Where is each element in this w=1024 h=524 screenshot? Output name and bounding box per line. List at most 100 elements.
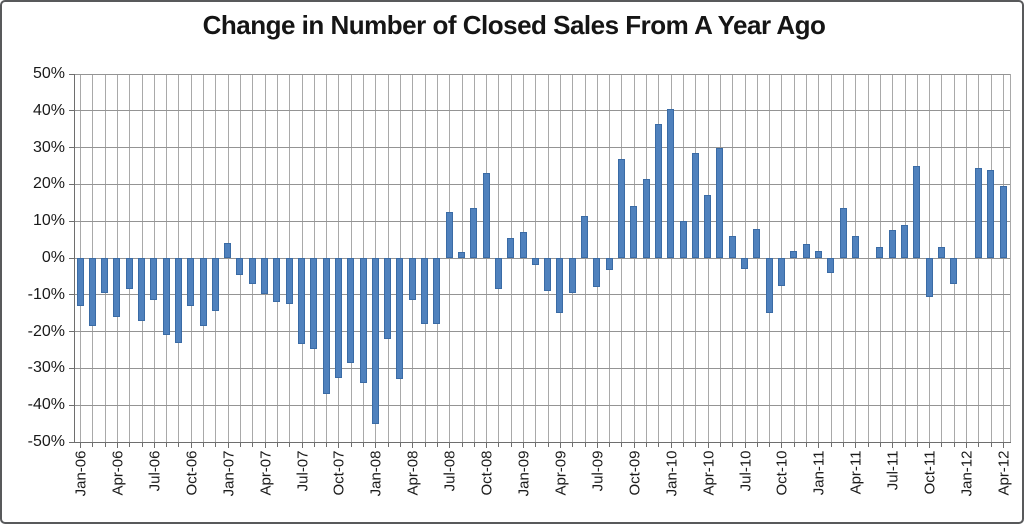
x-axis-tick xyxy=(252,443,254,447)
x-axis-tick xyxy=(399,443,401,447)
x-axis-tick xyxy=(80,443,81,448)
bar xyxy=(950,258,958,284)
bar xyxy=(642,178,650,258)
bar xyxy=(876,246,884,258)
x-axis-tick xyxy=(732,443,734,447)
bar xyxy=(814,250,822,258)
x-tick-label: Apr-09 xyxy=(552,450,570,496)
y-axis-line xyxy=(74,74,75,442)
chart-title: Change in Number of Closed Sales From A … xyxy=(202,10,826,40)
x-tick-label: Apr-11 xyxy=(847,450,865,495)
bar xyxy=(654,123,662,258)
x-tick-label: Apr-08 xyxy=(404,450,422,496)
x-axis-tick xyxy=(153,443,155,448)
bar xyxy=(101,258,109,293)
x-tick-label: Jan-09 xyxy=(515,450,533,497)
bar xyxy=(777,258,785,286)
bar xyxy=(987,169,995,258)
bar xyxy=(113,258,121,317)
bar xyxy=(519,232,527,258)
x-tick-label: Oct-09 xyxy=(626,450,644,496)
x-axis-tick xyxy=(1003,443,1004,448)
x-axis-tick xyxy=(830,443,832,447)
x-axis-tick xyxy=(289,443,291,447)
x-axis-tick xyxy=(350,443,352,447)
bar xyxy=(802,244,810,258)
x-tick-label: Jul-08 xyxy=(441,450,459,492)
h-gridline xyxy=(74,110,1010,112)
x-axis-tick xyxy=(436,443,438,447)
x-axis-tick xyxy=(166,443,168,447)
bar xyxy=(568,258,576,293)
bar xyxy=(285,258,293,304)
x-axis-tick xyxy=(547,443,549,447)
x-tick-label: Jan-11 xyxy=(810,450,828,496)
x-axis-tick xyxy=(707,443,709,448)
x-tick-label: Jan-06 xyxy=(72,450,90,497)
y-tick-label: 20% xyxy=(32,175,65,193)
bar xyxy=(421,258,429,325)
x-axis-tick xyxy=(338,443,340,448)
plot-right-border xyxy=(1010,74,1011,442)
x-axis-tick xyxy=(769,443,771,447)
bar xyxy=(913,166,921,258)
x-axis-tick xyxy=(486,443,488,448)
x-tick-label: Oct-06 xyxy=(183,450,201,496)
bar xyxy=(617,158,625,258)
bar xyxy=(716,147,724,258)
x-axis-tick xyxy=(990,443,992,447)
x-axis-tick xyxy=(941,443,943,447)
bar xyxy=(445,212,453,258)
x-axis-tick xyxy=(510,443,512,447)
x-axis-tick xyxy=(203,443,205,447)
x-tick-label: Oct-07 xyxy=(330,450,348,496)
bar xyxy=(248,258,256,284)
h-gridline xyxy=(74,183,1010,185)
x-axis-tick xyxy=(190,443,192,448)
y-tick-label: -30% xyxy=(27,359,65,377)
x-axis-tick xyxy=(978,443,980,447)
x-tick-label: Jan-10 xyxy=(663,450,681,497)
x-axis-tick xyxy=(572,443,574,447)
h-gridline xyxy=(74,331,1010,333)
x-axis-tick xyxy=(227,443,229,448)
bar xyxy=(470,208,478,258)
bar xyxy=(888,230,896,258)
bar xyxy=(138,258,146,321)
x-tick-label: Jul-09 xyxy=(589,450,607,492)
x-tick-label: Jan-08 xyxy=(367,450,385,497)
bar xyxy=(667,108,675,258)
bar xyxy=(408,258,416,301)
bar xyxy=(199,258,207,327)
bar xyxy=(691,153,699,258)
y-tick-label: -50% xyxy=(27,433,65,450)
bar xyxy=(347,258,355,363)
x-axis-tick xyxy=(843,443,844,447)
bar xyxy=(679,221,687,258)
y-axis-tick xyxy=(69,147,74,149)
x-axis-tick xyxy=(424,443,426,447)
x-axis-tick xyxy=(473,443,475,447)
x-axis-tick xyxy=(633,443,635,448)
x-axis-tick xyxy=(892,443,894,448)
bar xyxy=(728,235,736,258)
y-axis-tick xyxy=(69,331,74,333)
x-axis-tick xyxy=(806,443,808,447)
y-axis-tick xyxy=(69,257,74,259)
bar xyxy=(371,258,379,424)
x-axis-tick xyxy=(264,443,266,448)
bar xyxy=(494,258,502,289)
x-axis-tick xyxy=(670,443,672,448)
x-tick-label: Jan-12 xyxy=(958,450,976,497)
bar xyxy=(901,224,909,258)
x-tick-label: Jul-07 xyxy=(294,450,312,492)
bar xyxy=(359,258,367,384)
bar xyxy=(310,258,318,349)
bar xyxy=(839,208,847,258)
bar xyxy=(851,235,859,258)
h-gridline xyxy=(74,404,1010,406)
x-axis-tick xyxy=(695,443,697,447)
y-tick-label: -20% xyxy=(27,322,65,340)
bar xyxy=(704,195,712,258)
